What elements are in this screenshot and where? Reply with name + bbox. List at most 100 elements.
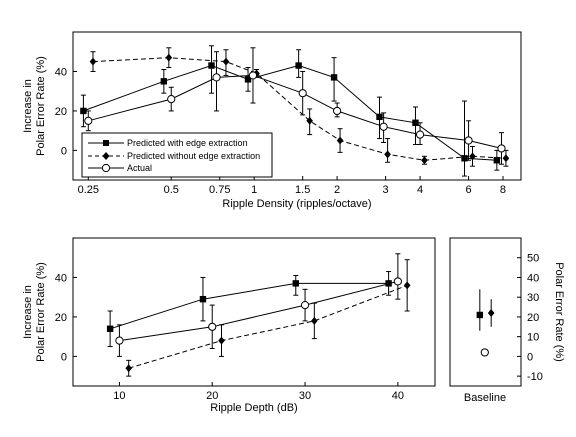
density-point-actual-4 [298, 89, 307, 98]
density-xtick-label-6: 3 [383, 184, 389, 196]
depth-point-no-edge-2 [311, 316, 318, 325]
density-xtick-label-9: 8 [500, 184, 506, 196]
density-xtick-label-8: 6 [465, 184, 471, 196]
density-xtick-label-4: 1.5 [295, 184, 310, 196]
density-point-no-edge-2 [222, 57, 230, 66]
legend-box [81, 132, 273, 178]
baseline-panel: -10 0 10 20 30 40 50 Baseline Polar Error Rate… [449, 237, 565, 404]
depth-plot-frame [72, 237, 436, 387]
baseline-ytick-label-6: 50 [527, 253, 539, 265]
legend-marker-edge [103, 140, 109, 146]
density-xlabel: Ripple Density (ripples/octave) [222, 198, 371, 210]
density-point-no-edge-7 [421, 156, 428, 165]
depth-point-edge-1 [199, 295, 207, 303]
depth-xtick-label-2: 30 [299, 390, 311, 402]
density-point-edge-7 [412, 119, 419, 126]
baseline-ytick-label-5: 40 [527, 272, 539, 284]
depth-line-no-edge [128, 284, 408, 369]
depth-ylabel-line1: Increase in [22, 285, 34, 339]
density-line-actual [88, 74, 502, 149]
baseline-ytick-label-4: 30 [527, 292, 539, 304]
depth-xtick-label-1: 20 [206, 390, 218, 402]
baseline-point-edge [476, 311, 484, 319]
baseline-ytick-label-1: 0 [527, 351, 533, 363]
density-point-edge-6 [376, 113, 383, 121]
density-line-edge [83, 64, 497, 161]
density-point-actual-2 [212, 73, 221, 82]
depth-ytick-label-2: 40 [55, 272, 67, 284]
density-xtick-label-5: 2 [334, 184, 340, 196]
density-point-actual-5 [333, 106, 342, 116]
density-point-no-edge-6 [384, 150, 391, 159]
density-point-edge-9 [493, 157, 501, 164]
depth-line-actual [119, 280, 399, 342]
baseline-ytick-label-0: -10 [527, 371, 543, 383]
baseline-xlabel: Baseline [464, 392, 506, 404]
baseline-ylabel: Polar Error Rate (%) [553, 262, 565, 362]
density-ylabel-line1: Increase in [22, 79, 34, 133]
depth-panel: 0 20 40 10 20 30 40 Ripple Depth (dB) Increase… [22, 237, 436, 414]
legend-label-actual: Actual [127, 163, 152, 173]
baseline-plot-frame [449, 237, 522, 387]
density-plot-frame [72, 31, 522, 181]
density-xtick-label-3: 1 [251, 184, 257, 196]
depth-xtick-label-0: 10 [113, 390, 125, 402]
density-xtick-label-0: 0.25 [78, 184, 99, 196]
density-point-actual-3 [248, 71, 258, 80]
depth-point-edge-2 [292, 280, 299, 287]
density-xtick-label-2: 0.75 [209, 184, 230, 196]
density-point-no-edge-1 [165, 53, 173, 62]
depth-point-actual-3 [393, 277, 402, 286]
density-point-no-edge-9 [502, 154, 510, 163]
density-ytick-label-1: 20 [55, 106, 67, 118]
density-panel: 0 20 40 0.25 0.5 0.75 1 1.5 2 3 4 6 8 Ripple Density… [22, 31, 522, 210]
depth-point-no-edge-3 [403, 281, 411, 290]
density-point-edge-2 [208, 62, 215, 69]
depth-ytick-label-1: 20 [55, 312, 67, 324]
density-point-actual-0 [84, 116, 93, 125]
density-point-edge-1 [160, 78, 168, 85]
density-ytick-label-0: 0 [61, 145, 67, 157]
density-point-edge-3 [244, 76, 252, 83]
legend-marker-actual [101, 163, 111, 173]
density-point-no-edge-8 [469, 152, 476, 161]
density-point-edge-5 [330, 74, 338, 81]
density-xtick-label-1: 0.5 [164, 184, 179, 196]
depth-ylabel-line2: Polar Error Rate (%) [35, 262, 47, 362]
depth-point-actual-0 [115, 336, 124, 345]
density-point-edge-8 [461, 155, 468, 162]
density-point-no-edge-0 [89, 57, 97, 66]
legend-label-edge: Predicted with edge extraction [127, 138, 248, 148]
legend-marker-no-edge [102, 152, 110, 160]
depth-marks: 0 20 40 10 20 30 40 [55, 253, 411, 402]
depth-point-no-edge-0 [125, 364, 132, 373]
density-point-actual-9 [497, 144, 506, 153]
density-ylabel-line2: Polar Error Rate (%) [35, 56, 47, 156]
legend-label-no-edge: Predicted without edge extraction [127, 151, 260, 161]
density-point-no-edge-4 [306, 116, 313, 125]
density-point-actual-6 [379, 122, 388, 131]
depth-line-edge [109, 282, 389, 330]
depth-point-edge-0 [106, 325, 114, 332]
density-point-edge-4 [295, 62, 302, 69]
density-point-actual-1 [167, 94, 176, 104]
density-xtick-label-7: 4 [417, 184, 423, 196]
depth-xlabel: Ripple Depth (dB) [210, 402, 297, 414]
baseline-marks: -10 0 10 20 30 40 50 [476, 253, 543, 383]
baseline-ytick-label-2: 10 [527, 332, 539, 344]
baseline-point-no-edge [487, 308, 495, 317]
depth-ytick-label-0: 0 [61, 351, 67, 363]
density-point-actual-7 [415, 130, 425, 139]
density-point-actual-8 [464, 136, 473, 145]
depth-point-actual-1 [208, 322, 217, 331]
depth-xtick-label-3: 40 [392, 390, 404, 402]
baseline-point-actual [480, 348, 489, 357]
legend: Predicted with edge extraction Predicted… [81, 132, 273, 178]
density-point-edge-0 [80, 107, 87, 115]
density-marks: 0 20 40 0.25 0.5 0.75 1 1.5 2 3 4 6 8 [55, 45, 510, 196]
baseline-ytick-label-3: 20 [527, 312, 539, 324]
density-point-no-edge-5 [336, 136, 344, 145]
depth-point-actual-2 [300, 300, 310, 310]
